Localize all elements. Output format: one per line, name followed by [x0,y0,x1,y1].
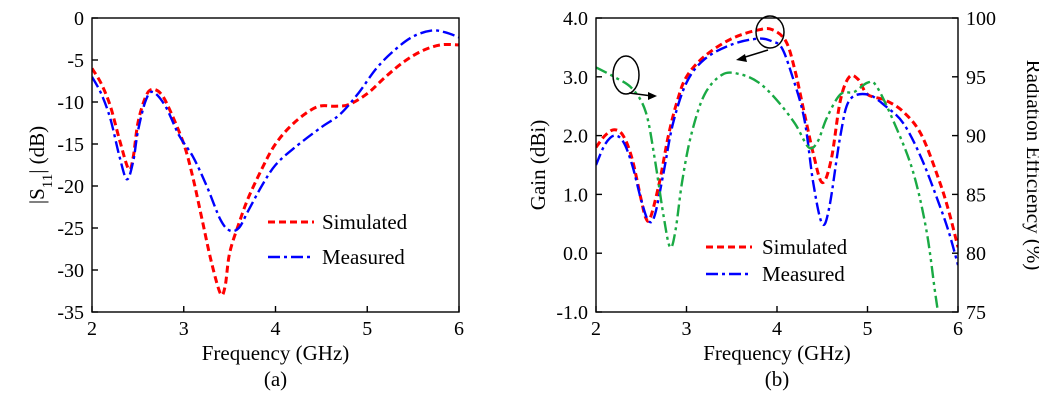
legend-a: Simulated Measured [268,210,408,269]
y2-tick-label-b: 80 [966,243,986,265]
legend-label-simulated-a: Simulated [322,210,408,234]
chart-panel-b: 2 3 4 5 6 4.0 3.0 2.0 1.0 0.0 -1.0 100 95 90 85 80 75 Fr… [526,8,1039,391]
y-tick-label-b: 2.0 [563,126,588,148]
y-tick-label-b: 3.0 [563,67,588,89]
x-tick-label-a: 2 [87,318,97,340]
y2-tick-label-b: 90 [966,126,986,148]
x-tick-label-b: 2 [591,318,601,340]
y-tick-label-a: -25 [57,218,84,240]
caption-b: (b) [765,367,790,391]
y2-axis-label-b: Radiation Efficiency (%) [1022,60,1039,271]
x-tick-label-a: 6 [454,318,464,340]
caption-a: (a) [264,367,287,391]
y-axis-label-b: Gain (dBi) [526,120,550,210]
x-tick-label-b: 4 [772,318,782,340]
series-line-measured-b [596,37,958,266]
series-line-measured-a [92,29,459,233]
annotation-gain-marker [736,15,785,62]
legend-label-measured-b: Measured [762,262,845,286]
y-tick-label-a: -30 [57,260,84,282]
y2-tick-label-b: 100 [966,8,996,30]
y-tick-label-a: -5 [67,50,84,72]
annotation-efficiency-marker [612,55,657,100]
y-tick-label-b: -1.0 [556,302,588,324]
y-tick-label-a: -35 [57,302,84,324]
x-tick-label-a: 3 [179,318,189,340]
x-tick-label-b: 5 [863,318,873,340]
y2-tick-label-b: 85 [966,184,986,206]
y2-tick-label-b: 75 [966,302,986,324]
x-tick-label-a: 4 [271,318,281,340]
y-tick-label-a: -20 [57,176,84,198]
legend-b: Simulated Measured [706,235,848,286]
y-tick-label-a: -15 [57,134,84,156]
series-line-simulated-b [596,26,958,248]
x-tick-label-b: 3 [682,318,692,340]
legend-label-simulated-b: Simulated [762,235,848,259]
x-tick-label-a: 5 [362,318,372,340]
y-tick-label-a: 0 [74,8,84,30]
series-line-radiation-efficiency-b [596,66,940,312]
y-tick-label-b: 4.0 [563,8,588,30]
chart-panel-a: 2 3 4 5 6 0 -5 -10 -15 -20 -25 -30 -35 Frequency (GH… [25,8,464,391]
x-axis-label-a: Frequency (GHz) [202,341,350,365]
y-tick-label-b: 1.0 [563,184,588,206]
x-axis-label-b: Frequency (GHz) [703,341,851,365]
legend-label-measured-a: Measured [322,245,405,269]
y-tick-label-a: -10 [57,92,84,114]
y2-tick-label-b: 95 [966,67,986,89]
series-line-simulated-a [92,42,459,297]
y-axis-label-a: |S11| (dB) [25,126,56,204]
x-tick-label-b: 6 [953,318,963,340]
y-tick-label-b: 0.0 [563,243,588,265]
